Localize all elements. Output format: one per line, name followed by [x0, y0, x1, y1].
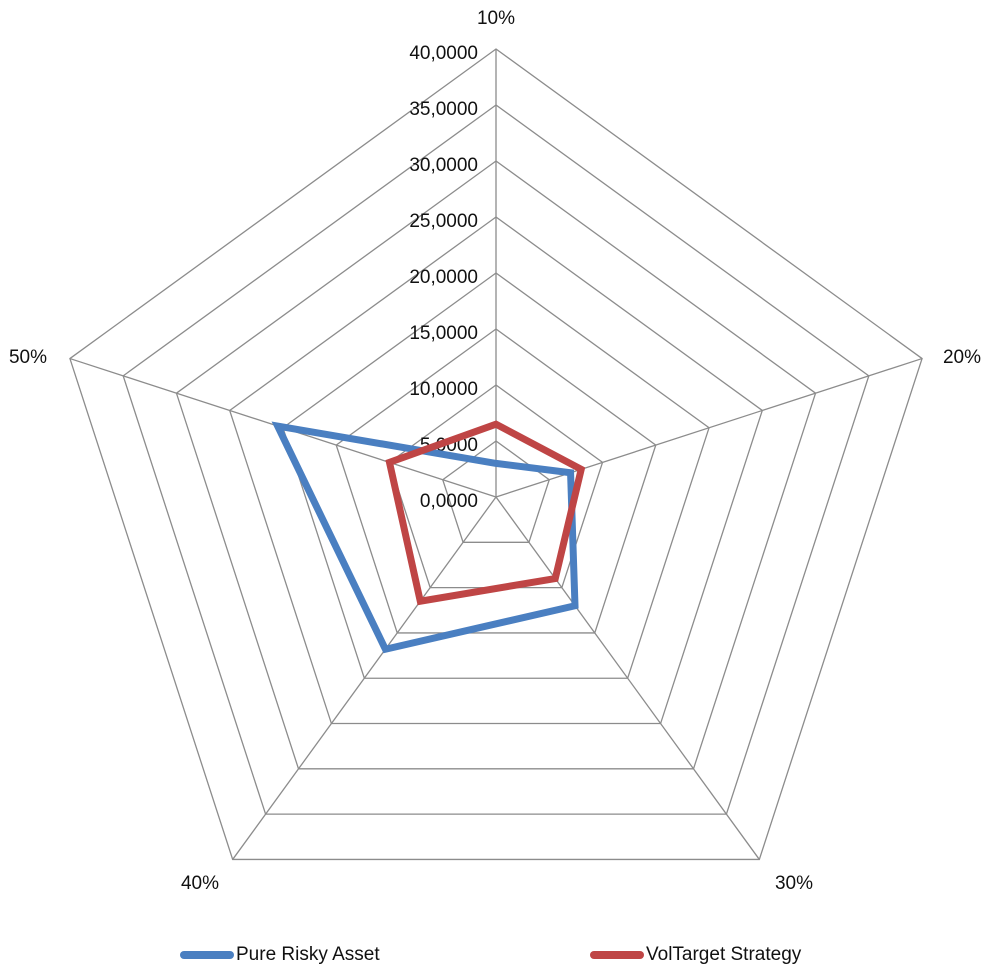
- category-label: 50%: [9, 347, 47, 368]
- radial-tick-labels: 0,00005,000010,000015,000020,000025,0000…: [409, 43, 478, 512]
- radar-grid: [69, 48, 923, 861]
- legend-label-series-1: Pure Risky Asset: [236, 944, 380, 965]
- tick-label: 35,0000: [409, 99, 478, 120]
- legend-swatch-series-2: [590, 951, 644, 959]
- grid-ring-7: [122, 104, 870, 815]
- legend: Pure Risky Asset VolTarget Strategy: [0, 944, 984, 974]
- category-labels: 10% 20% 30% 40% 50%: [9, 8, 981, 894]
- grid-ring-4: [282, 272, 710, 679]
- grid-ring-6: [175, 160, 817, 770]
- tick-label: 25,0000: [409, 211, 478, 232]
- grid-ring-1: [441, 440, 551, 543]
- series-line-2: [385, 420, 586, 606]
- legend-item-series-1: Pure Risky Asset: [180, 944, 380, 966]
- legend-swatch-series-1: [180, 951, 234, 959]
- tick-label: 10,0000: [409, 379, 478, 400]
- legend-label-series-2: VolTarget Strategy: [646, 944, 802, 965]
- tick-label: 0,0000: [420, 491, 478, 512]
- tick-label: 20,0000: [409, 267, 478, 288]
- tick-label: 15,0000: [409, 323, 478, 344]
- tick-label: 30,0000: [409, 155, 478, 176]
- series-lines: [271, 420, 586, 654]
- category-label: 20%: [943, 347, 981, 368]
- axis-spoke-3: [495, 496, 760, 860]
- series-line-1: [271, 421, 579, 654]
- axis-spoke-4: [232, 496, 497, 860]
- grid-ring-5: [228, 216, 764, 725]
- category-label: 40%: [181, 873, 219, 894]
- category-label: 30%: [775, 873, 813, 894]
- category-label: 10%: [477, 8, 515, 29]
- axis-spoke-2: [495, 357, 923, 498]
- tick-label: 40,0000: [409, 43, 478, 64]
- grid-ring-8: [69, 48, 923, 861]
- legend-item-series-2: VolTarget Strategy: [590, 944, 801, 966]
- grid-ring-3: [335, 328, 657, 634]
